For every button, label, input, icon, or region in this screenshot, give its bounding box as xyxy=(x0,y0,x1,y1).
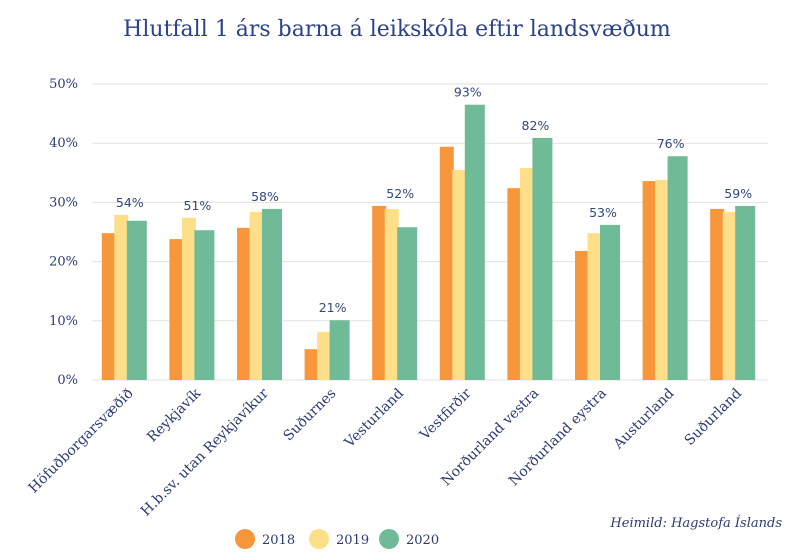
bar-2019 xyxy=(519,168,534,380)
data-label: 58% xyxy=(251,189,279,204)
bar-2018 xyxy=(575,250,589,380)
bar-2019 xyxy=(722,211,737,380)
bar-2018 xyxy=(372,205,387,380)
x-tick-label: H.b.sv. utan Reykjavíkur xyxy=(138,385,272,519)
bar-2018 xyxy=(304,349,319,380)
y-tick-label: 20% xyxy=(49,255,78,270)
legend-label: 2018 xyxy=(262,533,295,548)
bar-2019 xyxy=(114,214,129,380)
x-tick-label: Suðurland xyxy=(682,385,745,448)
bar-2019 xyxy=(452,169,467,380)
source-note: Heimild: Hagstofa Íslands xyxy=(609,515,782,531)
data-label: 51% xyxy=(184,198,212,213)
y-tick-label: 50% xyxy=(49,77,78,92)
bar-2020 xyxy=(667,156,688,380)
bar-2020 xyxy=(600,224,620,380)
data-label: 53% xyxy=(589,205,617,220)
bar-2020 xyxy=(262,208,282,380)
bar-2018 xyxy=(237,227,251,380)
y-axis-ticks: 0% 10% 20% 30% 40% 50% xyxy=(49,77,78,388)
data-label: 93% xyxy=(454,85,482,100)
x-tick-label: Vesturland xyxy=(341,385,407,451)
bar-2019 xyxy=(249,211,264,380)
bar-2019 xyxy=(317,332,332,380)
data-label: 76% xyxy=(657,136,685,151)
bar-2019 xyxy=(587,233,602,380)
x-tick-label: Reykjavík xyxy=(144,385,204,445)
bar-2020 xyxy=(329,320,350,380)
legend-item-2020[interactable]: 2020 xyxy=(379,529,439,549)
bar-2018 xyxy=(507,188,522,380)
bar-2020 xyxy=(532,137,553,380)
data-label: 54% xyxy=(116,195,144,210)
y-tick-label: 0% xyxy=(57,373,78,388)
x-tick-label: Höfuðborgarsvæðið xyxy=(26,386,137,497)
data-label: 82% xyxy=(522,118,550,133)
y-tick-label: 40% xyxy=(49,136,78,151)
bars xyxy=(101,104,756,380)
legend-label: 2019 xyxy=(336,533,369,548)
legend-item-2018[interactable]: 2018 xyxy=(235,529,295,549)
bar-2019 xyxy=(655,179,670,380)
x-tick-label: Suðurnes xyxy=(281,386,340,445)
chart-title: Hlutfall 1 árs barna á leikskóla eftir l… xyxy=(123,17,671,42)
bar-2018 xyxy=(710,208,725,380)
bar-2019 xyxy=(181,217,196,380)
legend-marker xyxy=(235,529,255,549)
x-tick-label: Austurland xyxy=(610,385,678,453)
legend-label: 2020 xyxy=(406,533,439,548)
legend-marker xyxy=(379,529,399,549)
bar-2018 xyxy=(169,239,184,380)
bar-2020 xyxy=(397,227,418,380)
bar-2020 xyxy=(194,230,215,380)
legend-marker xyxy=(309,529,329,549)
data-labels: 54% 51% 58% 21% 52% 93% 82% 53% 76% 59% xyxy=(116,85,752,315)
bar-2018 xyxy=(101,233,116,380)
bar-2018 xyxy=(439,146,454,380)
bar-2020 xyxy=(735,205,756,380)
x-tick-label: Vestfirðir xyxy=(416,385,475,444)
legend-item-2019[interactable]: 2019 xyxy=(309,529,369,549)
legend: 2018 2019 2020 xyxy=(235,529,439,549)
data-label: 59% xyxy=(724,186,752,201)
y-tick-label: 30% xyxy=(49,195,78,210)
data-label: 52% xyxy=(386,186,414,201)
bar-2018 xyxy=(642,181,657,380)
bar-2020 xyxy=(464,104,485,380)
data-label: 21% xyxy=(319,300,347,315)
y-tick-label: 10% xyxy=(49,314,78,329)
bar-2019 xyxy=(384,208,399,380)
bar-2020 xyxy=(126,220,147,380)
